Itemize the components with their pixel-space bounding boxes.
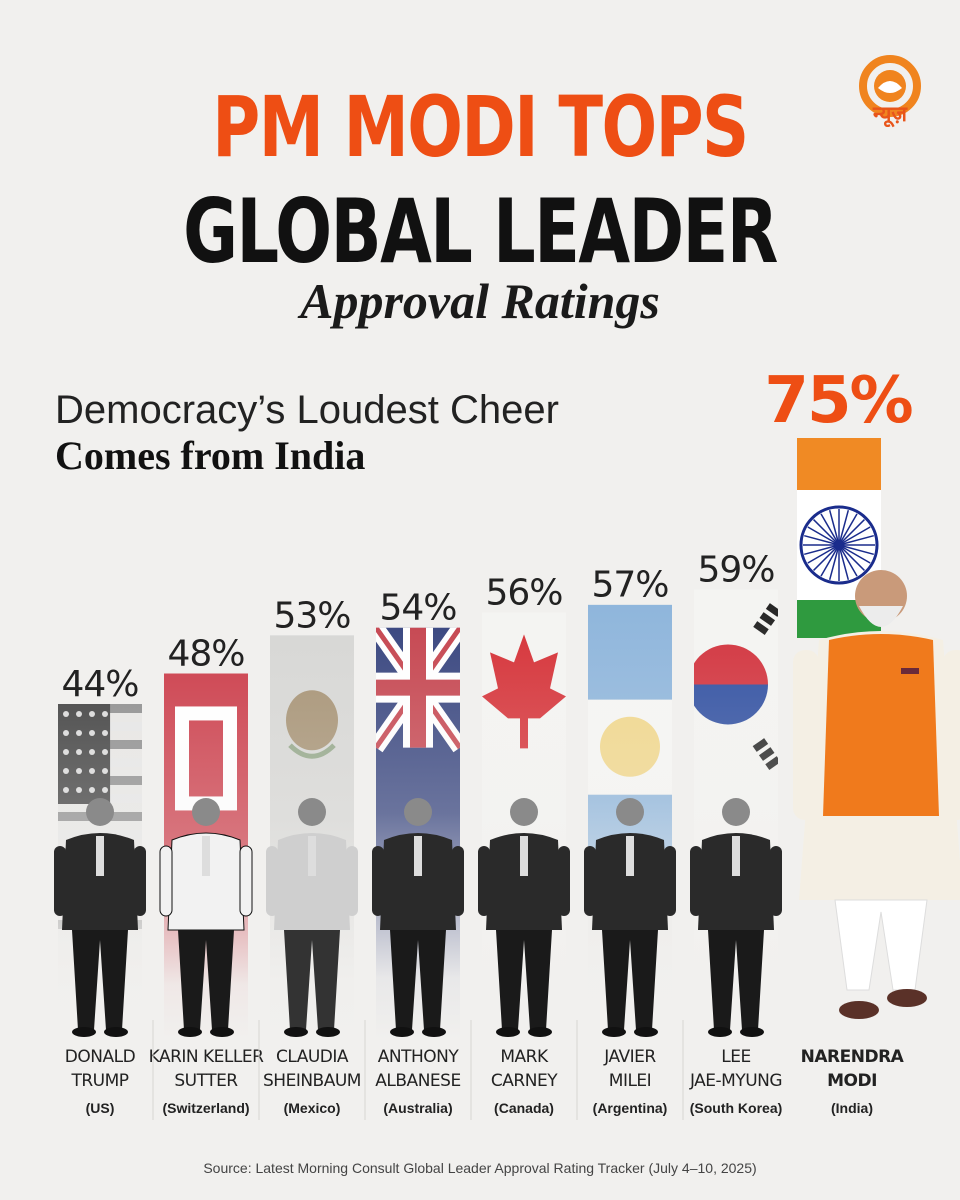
canada-flag <box>482 612 566 1040</box>
value-label: 57% <box>591 565 668 606</box>
leader-name-line: ANTHONY <box>378 1047 460 1067</box>
leader-name-line: MARK <box>500 1047 549 1067</box>
value-label: 54% <box>379 588 456 629</box>
value-label: 44% <box>61 664 138 705</box>
value-label: 59% <box>697 549 774 590</box>
country-label: (Canada) <box>494 1100 554 1116</box>
leader-name-line: SHEINBAUM <box>263 1071 361 1091</box>
value-label: 48% <box>167 633 244 674</box>
leader-figure-canada <box>478 798 570 1037</box>
leader-name-line: NARENDRA <box>801 1047 905 1067</box>
country-label: (South Korea) <box>690 1100 783 1116</box>
bar-argentina <box>588 604 672 1040</box>
leader-name-line: LEE <box>721 1047 750 1067</box>
headline-line-2: GLOBAL LEADER <box>183 180 778 283</box>
headline-line-3: Approval Ratings <box>300 273 660 329</box>
leader-figure-south-korea <box>690 798 782 1037</box>
leader-name-line: SUTTER <box>174 1071 238 1091</box>
leader-name-line: JAE-MYUNG <box>689 1071 782 1091</box>
bar-mexico <box>270 635 354 1040</box>
leader-name-line: TRUMP <box>70 1071 128 1091</box>
country-label: (US) <box>86 1100 115 1116</box>
country-label: (India) <box>831 1100 873 1116</box>
leader-figure-india <box>793 570 960 1019</box>
leader-name-line: DONALD <box>65 1047 136 1067</box>
country-label: (Argentina) <box>593 1100 668 1116</box>
subtitle-line-1: Democracy’s Loudest Cheer <box>55 388 559 432</box>
leader-name-line: MILEI <box>609 1071 651 1091</box>
leader-name-line: CLAUDIA <box>276 1047 349 1067</box>
dd-news-logo-icon <box>859 55 921 117</box>
country-label: (Switzerland) <box>162 1100 249 1116</box>
leader-name-line: JAVIER <box>603 1047 656 1067</box>
country-label: (Mexico) <box>284 1100 341 1116</box>
value-label: 75% <box>764 364 912 438</box>
country-label: (Australia) <box>383 1100 452 1116</box>
argentina-flag <box>588 604 672 1040</box>
leader-name-line: KARIN KELLER <box>149 1047 264 1067</box>
leader-name-line: MODI <box>827 1071 877 1091</box>
value-label: 56% <box>485 572 562 613</box>
leader-name-line: CARNEY <box>491 1071 558 1091</box>
leader-figure-australia <box>372 798 464 1037</box>
leader-figure-switzerland <box>159 798 253 1037</box>
mexico-flag <box>270 635 354 1040</box>
value-label: 53% <box>273 595 350 636</box>
logo-text: न्यूज़ <box>873 102 907 126</box>
headline-line-1: PM MODI TOPS <box>212 78 749 176</box>
leader-figure-argentina <box>584 798 676 1037</box>
subtitle-line-2: Comes from India <box>55 433 366 478</box>
leader-figure-us <box>54 798 146 1037</box>
leader-name-line: ALBANESE <box>375 1071 460 1091</box>
bar-canada <box>482 612 566 1040</box>
source-note: Source: Latest Morning Consult Global Le… <box>203 1160 757 1176</box>
leader-figure-mexico <box>266 798 358 1037</box>
